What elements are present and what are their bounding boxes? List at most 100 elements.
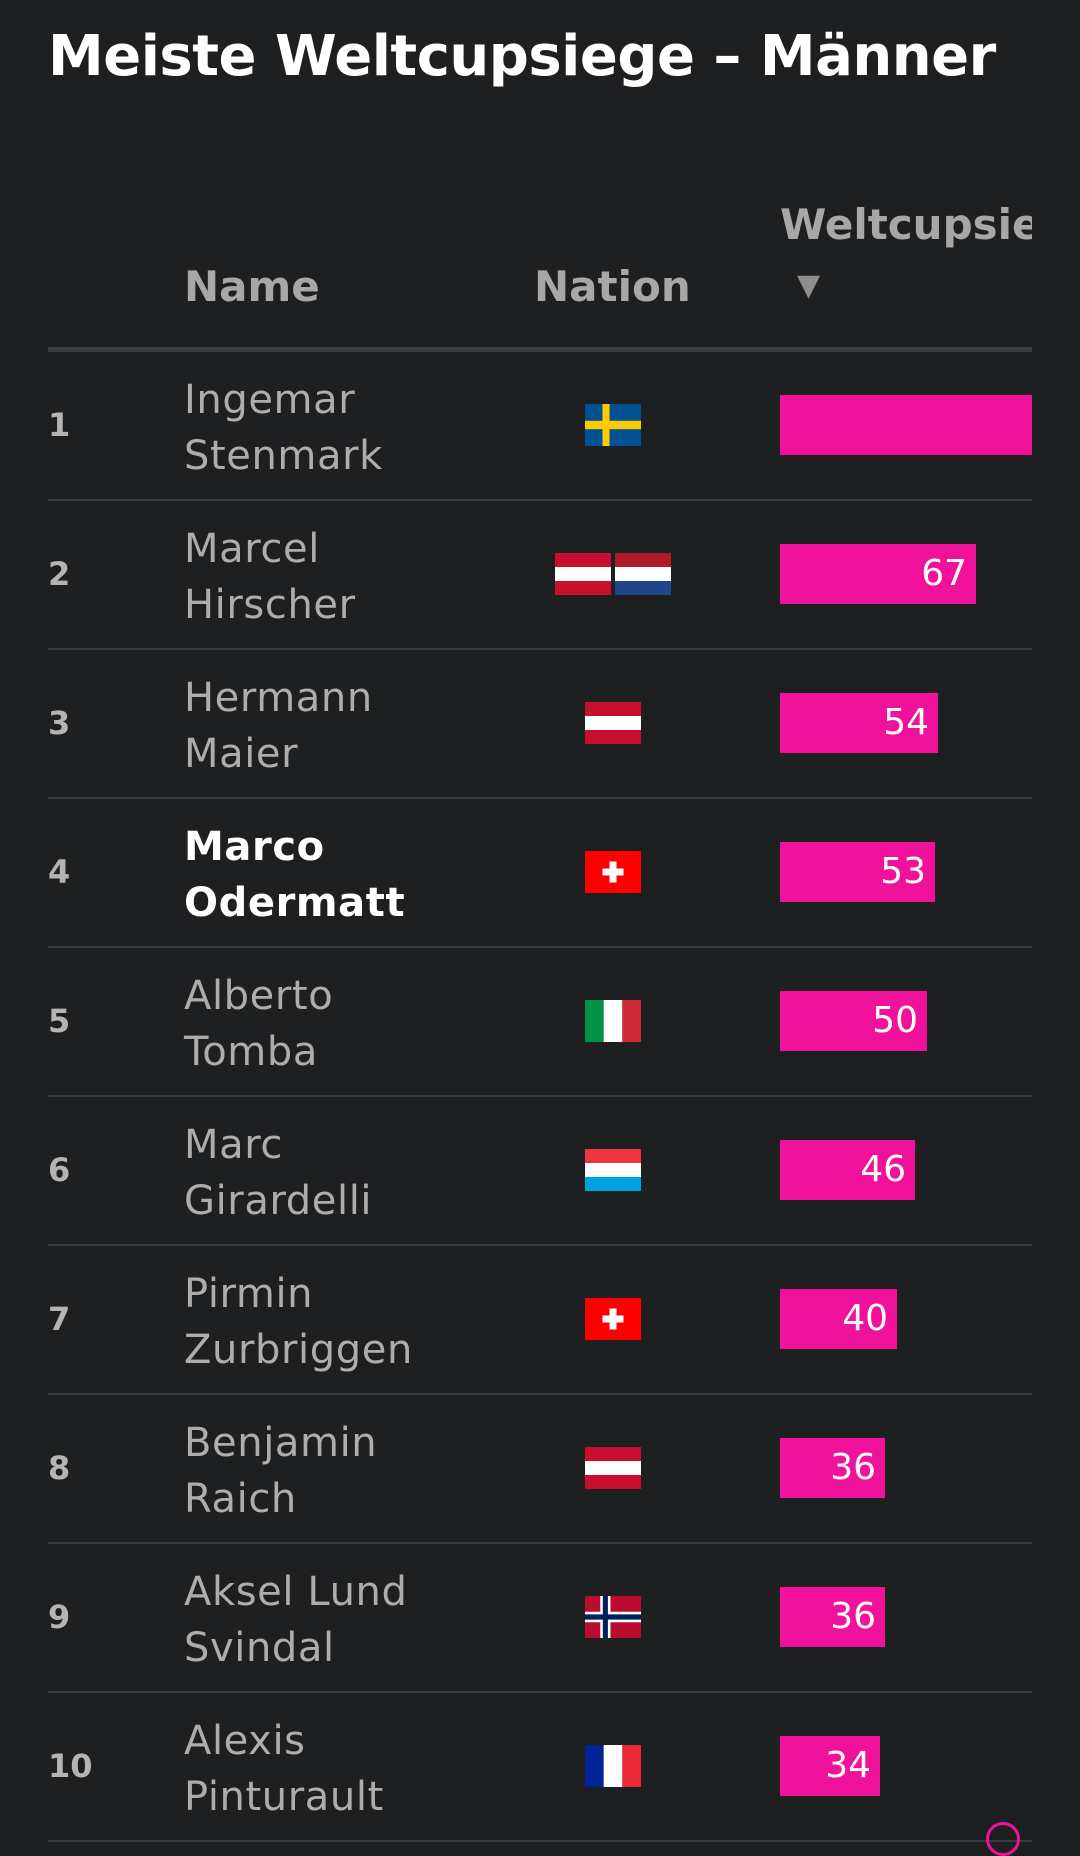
switzerland-flag [585, 851, 641, 893]
rank-number: 9 [48, 1598, 71, 1636]
athlete-first-name: Marco [184, 824, 325, 870]
table-row: 1 Ingemar Stenmark [48, 352, 1032, 501]
athlete-last-name: Hirscher [184, 582, 356, 628]
wins-bar: 50 [780, 991, 927, 1051]
wins-bar-cell: 36 [780, 1438, 1032, 1498]
rank-number: 6 [48, 1151, 71, 1189]
nation-flags [493, 702, 733, 744]
athlete-first-name: Alexis [184, 1718, 306, 1764]
wins-bar-cell: 67 [780, 544, 1032, 604]
austria-flag [585, 1447, 641, 1489]
switzerland-flag [585, 1298, 641, 1340]
rank-number: 4 [48, 853, 71, 891]
table-body: 1 Ingemar Stenmark 2 Marcel Hirscher 6 7 … [48, 352, 1032, 1842]
athlete-last-name: Odermatt [184, 880, 406, 926]
wins-bar-cell: 53 [780, 842, 1032, 902]
athlete-last-name: Pinturault [184, 1774, 384, 1820]
nation-flags [493, 851, 733, 893]
wins-bar-cell: 40 [780, 1289, 1032, 1349]
athlete-name: Marcel Hirscher [184, 521, 356, 633]
nation-flags [493, 1447, 733, 1489]
athlete-last-name: Maier [184, 731, 299, 777]
athlete-name: Pirmin Zurbriggen [184, 1266, 413, 1378]
rank-number: 5 [48, 1002, 71, 1040]
column-header-name[interactable]: Name [184, 262, 320, 311]
athlete-first-name: Pirmin [184, 1271, 314, 1317]
wins-value-label: 36 [830, 1596, 876, 1637]
france-flag [585, 1745, 641, 1787]
column-header-wins[interactable]: Weltcupsiege [780, 200, 1032, 249]
wins-bar: 34 [780, 1736, 880, 1796]
athlete-first-name: Marcel [184, 526, 320, 572]
wins-value-label: 40 [842, 1298, 888, 1339]
rank-number: 8 [48, 1449, 71, 1487]
rank-number: 7 [48, 1300, 71, 1338]
athlete-last-name: Zurbriggen [184, 1327, 413, 1373]
rank-number: 2 [48, 555, 71, 593]
column-header-nation[interactable]: Nation [534, 262, 691, 311]
table-row: 7 Pirmin Zurbriggen 40 [48, 1246, 1032, 1395]
nation-flags [493, 553, 733, 595]
italy-flag [585, 1000, 641, 1042]
wins-bar: 40 [780, 1289, 897, 1349]
ranking-table: Name Nation Weltcupsiege ▼ 1 Ingemar Ste… [48, 190, 1032, 1856]
rank-number: 10 [48, 1747, 93, 1785]
wins-bar: 53 [780, 842, 935, 902]
nation-flags [493, 1000, 733, 1042]
athlete-last-name: Svindal [184, 1625, 335, 1671]
wins-bar-cell: 54 [780, 693, 1032, 753]
wins-bar-cell: 36 [780, 1587, 1032, 1647]
table-row: 10 Alexis Pinturault 34 [48, 1693, 1032, 1842]
athlete-first-name: Benjamin [184, 1420, 378, 1466]
sort-descending-icon[interactable]: ▼ [797, 268, 821, 303]
netherlands-flag [615, 553, 671, 595]
wins-bar: 67 [780, 544, 976, 604]
athlete-name: Aksel Lund Svindal [184, 1564, 407, 1676]
wins-bar [780, 395, 1032, 455]
chart-title: Meiste Weltcupsiege – Männer [48, 24, 996, 89]
wins-bar-cell: 34 [780, 1736, 1032, 1796]
luxembourg-flag [585, 1149, 641, 1191]
nation-flags [493, 1596, 733, 1638]
athlete-last-name: Girardelli [184, 1178, 373, 1224]
wins-value-label: 46 [860, 1149, 906, 1190]
corner-badge-icon [986, 1822, 1020, 1856]
athlete-first-name: Ingemar [184, 377, 356, 423]
wins-bar: 46 [780, 1140, 915, 1200]
wins-bar-cell [780, 395, 1032, 455]
wins-value-label: 67 [921, 553, 967, 594]
wins-bar-cell: 46 [780, 1140, 1032, 1200]
wins-value-label: 34 [825, 1745, 871, 1786]
wins-value-label: 36 [830, 1447, 876, 1488]
table-header: Name Nation Weltcupsiege ▼ [48, 190, 1032, 352]
wins-bar: 36 [780, 1438, 885, 1498]
rank-number: 3 [48, 704, 71, 742]
table-row: 2 Marcel Hirscher 67 [48, 501, 1032, 650]
athlete-name: Marc Girardelli [184, 1117, 372, 1229]
wins-bar: 54 [780, 693, 938, 753]
athlete-name: Alberto Tomba [184, 968, 333, 1080]
nation-flags [493, 1745, 733, 1787]
athlete-first-name: Marc [184, 1122, 283, 1168]
austria-flag [585, 702, 641, 744]
austria-flag [555, 553, 611, 595]
norway-flag [585, 1596, 641, 1638]
nation-flags [493, 1298, 733, 1340]
nation-flags [493, 404, 733, 446]
athlete-last-name: Raich [184, 1476, 297, 1522]
athlete-last-name: Tomba [184, 1029, 318, 1075]
nation-flags [493, 1149, 733, 1191]
athlete-name: Marco Odermatt [184, 819, 405, 931]
table-row: 3 Hermann Maier 54 [48, 650, 1032, 799]
table-row: 5 Alberto Tomba 50 [48, 948, 1032, 1097]
athlete-first-name: Hermann [184, 675, 373, 721]
table-row: 9 Aksel Lund Svindal 36 [48, 1544, 1032, 1693]
rank-number: 1 [48, 406, 71, 444]
athlete-first-name: Aksel Lund [184, 1569, 408, 1615]
athlete-last-name: Stenmark [184, 433, 383, 479]
wins-bar: 36 [780, 1587, 885, 1647]
sweden-flag [585, 404, 641, 446]
wins-value-label: 54 [883, 702, 929, 743]
wins-bar-cell: 50 [780, 991, 1032, 1051]
table-row: 8 Benjamin Raich 36 [48, 1395, 1032, 1544]
